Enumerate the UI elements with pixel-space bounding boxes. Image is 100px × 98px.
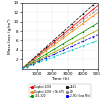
Y-axis label: Mass loss (g/m²): Mass loss (g/m²) [8,18,12,54]
Legend: Duplex 2205, Duplex 2205 + Ni-675, 316-320, FE-Mo, 2441, D9, 2-9Cr (low Mo), 316: Duplex 2205, Duplex 2205 + Ni-675, 316-3… [29,84,91,98]
X-axis label: Time (h): Time (h) [51,77,69,81]
